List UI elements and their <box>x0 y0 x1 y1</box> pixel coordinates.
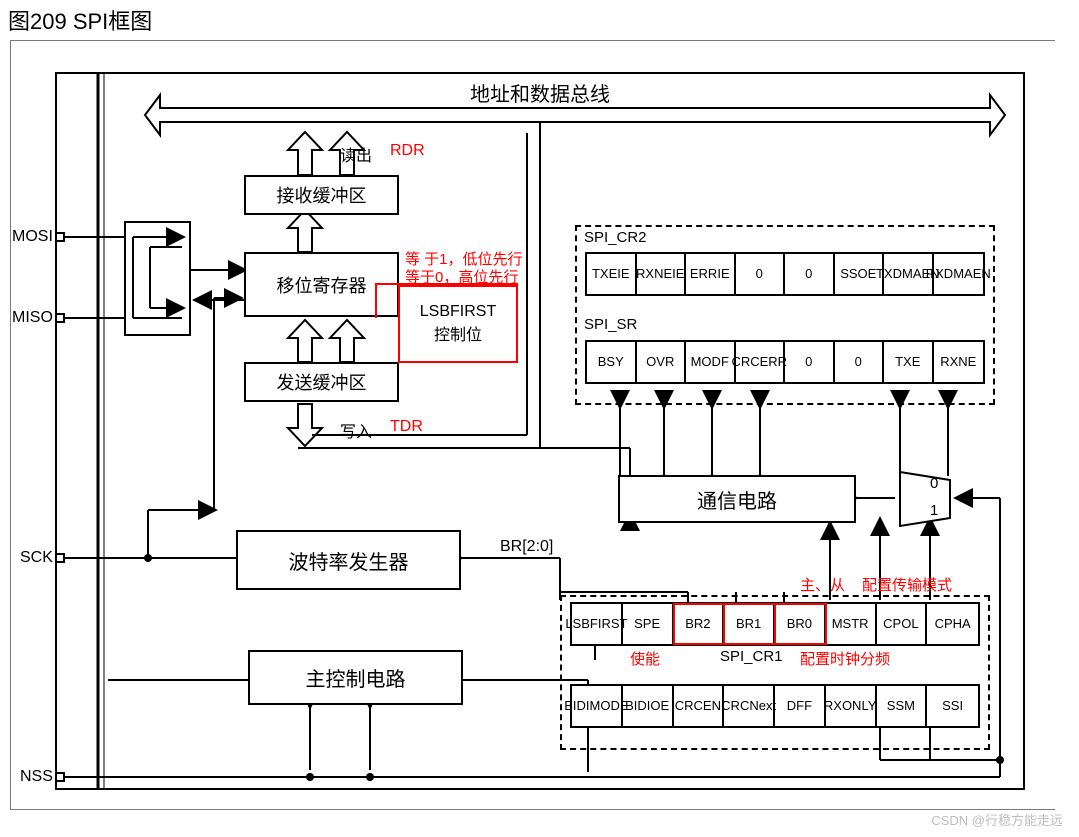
pin-nss <box>55 772 65 782</box>
mosi-label: MOSI <box>12 228 53 246</box>
pin-mosi <box>55 232 65 242</box>
reg-sr-cell-7: RXNE <box>934 342 984 382</box>
reg-cr1-top-cell-4: BR0 <box>775 604 826 644</box>
reg-cr1-top-cell-5: MSTR <box>826 604 877 644</box>
canvas: 图209 SPI框图 <box>0 0 1079 837</box>
reg-sr-cell-5: 0 <box>835 342 885 382</box>
master-slave-note: 主、从 <box>800 574 845 595</box>
mux-0: 0 <box>930 475 938 492</box>
lsbfirst-line2: 控制位 <box>434 321 482 345</box>
mux-1: 1 <box>930 502 938 519</box>
mode-note: 配置传输模式 <box>862 574 952 595</box>
reg-cr1-bot-cell-1: BIDIOE <box>623 686 674 726</box>
nss-label: NSS <box>20 768 53 786</box>
write-label: 写入 <box>340 418 372 442</box>
reg-cr1-top-cell-0: LSBFIRST <box>572 604 623 644</box>
tdr-label: TDR <box>390 418 423 436</box>
watermark: CSDN @行稳方能走远 <box>931 810 1063 829</box>
sck-label: SCK <box>20 549 53 567</box>
reg-cr1-top-cell-6: CPOL <box>877 604 928 644</box>
lsbfirst-ctrl-box: LSBFIRST 控制位 <box>398 285 518 363</box>
figure-title: 图209 SPI框图 <box>8 4 152 36</box>
reg-cr1-top-cell-1: SPE <box>623 604 674 644</box>
reg-cr2-cell-2: ERRIE <box>686 254 736 294</box>
reg-cr1-top-cell-7: CPHA <box>927 604 978 644</box>
reg-cr1-top-cell-3: BR1 <box>724 604 775 644</box>
bus-label: 地址和数据总线 <box>470 78 610 107</box>
reg-cr1-bot: BIDIMODEBIDIOECRCENCRCNextDFFRXONLYSSMSS… <box>570 684 980 728</box>
lsb-red-left <box>375 283 377 318</box>
master-ctrl-box: 主控制电路 <box>248 650 463 705</box>
reg-sr: BSYOVRMODFCRCERR00TXERXNE <box>585 340 985 384</box>
sr-name: SPI_SR <box>582 316 639 333</box>
reg-cr1-bot-cell-4: DFF <box>775 686 826 726</box>
reg-cr2-cell-0: TXEIE <box>587 254 637 294</box>
reg-cr1-bot-cell-0: BIDIMODE <box>572 686 623 726</box>
reg-cr2: TXEIERXNEIEERRIE00SSOETXDMAENRXDMAEN <box>585 252 985 296</box>
lsbfirst-line1: LSBFIRST <box>420 303 496 321</box>
reg-cr1-bot-cell-3: CRCNext <box>724 686 775 726</box>
cr1-name: SPI_CR1 <box>720 648 783 665</box>
read-label: 读出 <box>340 142 372 166</box>
reg-sr-cell-6: TXE <box>884 342 934 382</box>
lsb-note2: 等于0，高位先行 <box>405 266 518 287</box>
cr2-name: SPI_CR2 <box>582 229 649 246</box>
tx-buffer-box: 发送缓冲区 <box>244 362 399 402</box>
rx-buffer-box: 接收缓冲区 <box>244 175 399 215</box>
reg-cr1-top: LSBFIRSTSPEBR2BR1BR0MSTRCPOLCPHA <box>570 602 980 646</box>
reg-cr1-top-cell-2: BR2 <box>674 604 725 644</box>
pin-miso <box>55 313 65 323</box>
reg-cr2-cell-1: RXNEIE <box>637 254 687 294</box>
reg-sr-cell-4: 0 <box>785 342 835 382</box>
pin-sck <box>55 553 65 563</box>
rdr-label: RDR <box>390 142 425 160</box>
miso-label: MISO <box>12 309 53 327</box>
clkdiv-note: 配置时钟分频 <box>800 648 890 669</box>
reg-cr1-bot-cell-7: SSI <box>927 686 978 726</box>
reg-sr-cell-0: BSY <box>587 342 637 382</box>
reg-sr-cell-1: OVR <box>637 342 687 382</box>
reg-sr-cell-3: CRCERR <box>736 342 786 382</box>
reg-cr1-bot-cell-5: RXONLY <box>826 686 877 726</box>
br-label: BR[2:0] <box>500 538 553 556</box>
reg-cr2-cell-3: 0 <box>736 254 786 294</box>
enable-note: 使能 <box>630 648 660 669</box>
reg-cr1-bot-cell-2: CRCEN <box>674 686 725 726</box>
reg-cr2-cell-4: 0 <box>785 254 835 294</box>
reg-cr2-cell-7: RXDMAEN <box>934 254 984 294</box>
reg-sr-cell-2: MODF <box>686 342 736 382</box>
baud-generator-box: 波特率发生器 <box>236 530 461 590</box>
reg-cr1-bot-cell-6: SSM <box>877 686 928 726</box>
comm-circuit-box: 通信电路 <box>618 475 856 523</box>
